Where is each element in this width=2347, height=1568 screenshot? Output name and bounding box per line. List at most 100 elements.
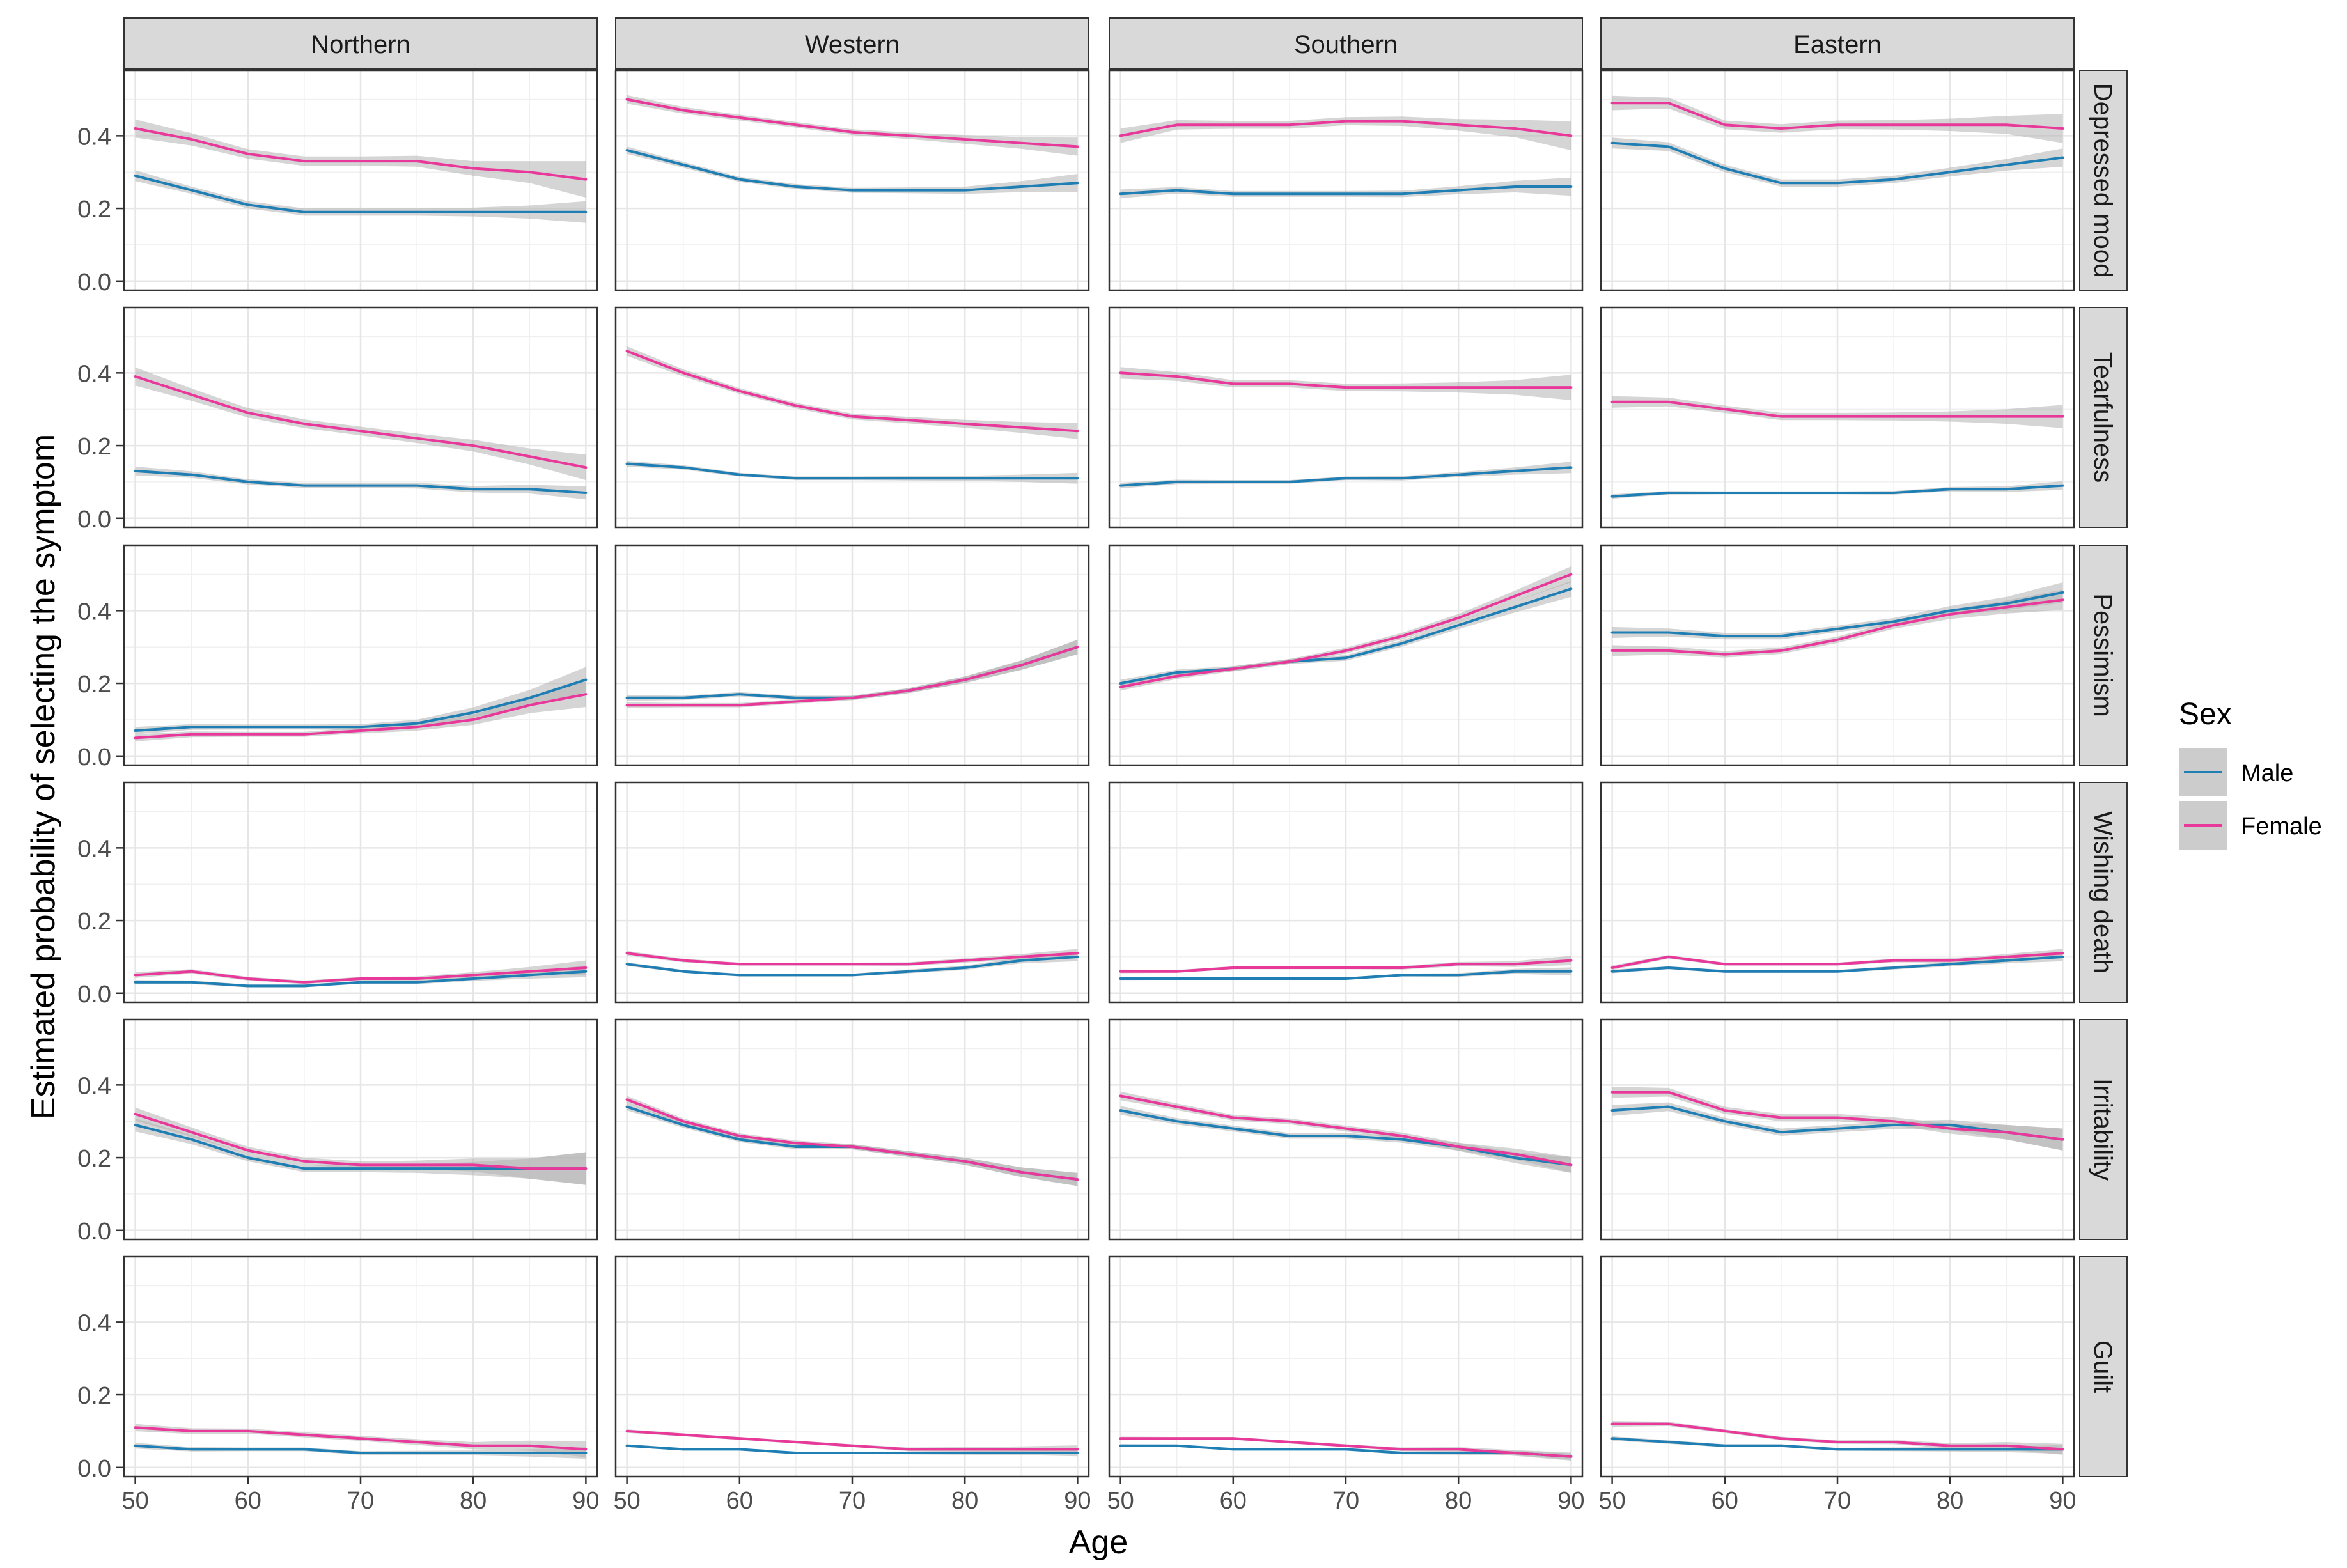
panel-depressed-mood-northern (123, 69, 598, 291)
y-tick-label: 0.4 (77, 1073, 111, 1099)
y-tick-label: 0.2 (77, 1145, 111, 1172)
row-strip-label: Pessimism (2089, 593, 2117, 717)
panel-border (614, 69, 1090, 291)
x-tick-label: 60 (1220, 1487, 1247, 1514)
panel-border (1600, 69, 2075, 291)
series-line-female (1610, 1422, 2064, 1451)
panel-border (123, 1018, 598, 1241)
column-strip-southern (1109, 17, 1583, 70)
series-line-female (1610, 598, 2064, 656)
panel-guilt-eastern (1600, 1255, 2075, 1478)
y-tick-label: 0.0 (77, 1218, 111, 1245)
series-line-female (625, 646, 1079, 707)
ci-band-male (135, 170, 586, 223)
series-line-female (134, 127, 588, 181)
panel-depressed-mood-southern (1108, 69, 1584, 291)
ci-band-female (1612, 396, 2063, 428)
series-line-female (1610, 952, 2064, 969)
series-line-male (1119, 466, 1573, 487)
panel-border (1108, 544, 1584, 766)
row-strip-irritability (2079, 1019, 2128, 1240)
panel-tearfulness-northern (123, 306, 598, 529)
series-line-female (1119, 959, 1573, 973)
x-tick-label: 80 (1445, 1487, 1472, 1514)
ci-band-male (135, 1443, 586, 1459)
column-strip-label: Southern (1294, 31, 1398, 59)
series-line-female (134, 1426, 588, 1451)
row-strip-label: Irritability (2089, 1078, 2117, 1181)
panel-wishing-death-eastern (1600, 781, 2075, 1004)
series-line-male (625, 955, 1079, 977)
series-line-male (1610, 141, 2064, 185)
row-strips: Depressed mood Tearfulness Pessimism Wishin… (2079, 70, 2128, 1477)
x-axis-label: Age (1069, 1524, 1128, 1561)
x-tick-label: 70 (1824, 1487, 1851, 1514)
panel-irritability-western (614, 1018, 1090, 1241)
y-tick-label: 0.0 (77, 981, 111, 1008)
column-strips: Northern Western Southern Eastern (123, 17, 2075, 70)
y-tick-label: 0.2 (77, 671, 111, 698)
series-line-male (1610, 1437, 2064, 1451)
y-tick-label: 0.4 (77, 598, 111, 625)
series-line-male (134, 469, 588, 494)
series-line-male (134, 1444, 588, 1454)
y-axis-label: Estimated probability of selecting the s… (25, 434, 62, 1119)
ci-band-female (627, 1429, 1078, 1454)
panel-tearfulness-eastern (1600, 306, 2075, 529)
panel-border (1600, 781, 2075, 1004)
x-tick-label: 90 (1557, 1487, 1584, 1514)
y-tick-label: 0.2 (77, 433, 111, 460)
series-line-male (625, 462, 1079, 480)
series-line-male (1119, 1109, 1573, 1167)
panel-wishing-death-western (614, 781, 1090, 1004)
panel-guilt-western (614, 1255, 1090, 1478)
row-strip-wishing-death (2079, 782, 2128, 1003)
legend-label: Male (2241, 760, 2293, 787)
series-line-male (1119, 587, 1573, 685)
series-line-male (134, 970, 588, 988)
ci-band-male (135, 467, 586, 500)
series-line-male (1610, 484, 2064, 498)
series-line-female (1610, 1091, 2064, 1141)
series-line-male (1610, 591, 2064, 638)
ci-band-female (1120, 367, 1571, 400)
legend-title: Sex (2179, 697, 2232, 731)
panel-border (123, 306, 598, 529)
column-strip-label: Northern (311, 31, 410, 59)
row-strip-depressed-mood (2079, 70, 2128, 291)
series-line-female (1119, 120, 1573, 137)
ci-band-female (1612, 95, 2063, 143)
series-line-female (134, 693, 588, 740)
panel-border (614, 306, 1090, 529)
panel-pessimism-western (614, 544, 1090, 766)
ci-band-male (1612, 1102, 2063, 1151)
ci-band-male (1612, 137, 2063, 187)
panel-border (123, 544, 598, 766)
ci-band-male (627, 146, 1078, 194)
series-line-male (1119, 185, 1573, 196)
panel-guilt-northern (123, 1255, 598, 1478)
series-line-female (625, 952, 1079, 966)
y-tick-label: 0.0 (77, 744, 111, 771)
column-strip-western (615, 17, 1089, 70)
x-tick-label: 90 (2049, 1487, 2076, 1514)
panel-pessimism-eastern (1600, 544, 2075, 766)
y-tick-label: 0.2 (77, 196, 111, 223)
row-strip-label: Tearfulness (2089, 352, 2117, 483)
y-tick-label: 0.4 (77, 835, 111, 862)
x-tick-label: 90 (1064, 1487, 1091, 1514)
series-line-female (1610, 102, 2064, 130)
legend-label: Female (2241, 813, 2322, 840)
ci-band-female (627, 346, 1078, 439)
row-strip-label: Depressed mood (2089, 83, 2117, 278)
x-tick-label: 50 (613, 1487, 640, 1514)
series-line-female (625, 1098, 1079, 1181)
y-tick-label: 0.4 (77, 123, 111, 150)
series-line-female (1119, 1094, 1573, 1167)
column-strip-eastern (1600, 17, 2075, 70)
series-line-female (625, 98, 1079, 148)
series-line-male (625, 149, 1079, 192)
x-tick-label: 80 (951, 1487, 978, 1514)
series-line-female (134, 1112, 588, 1170)
